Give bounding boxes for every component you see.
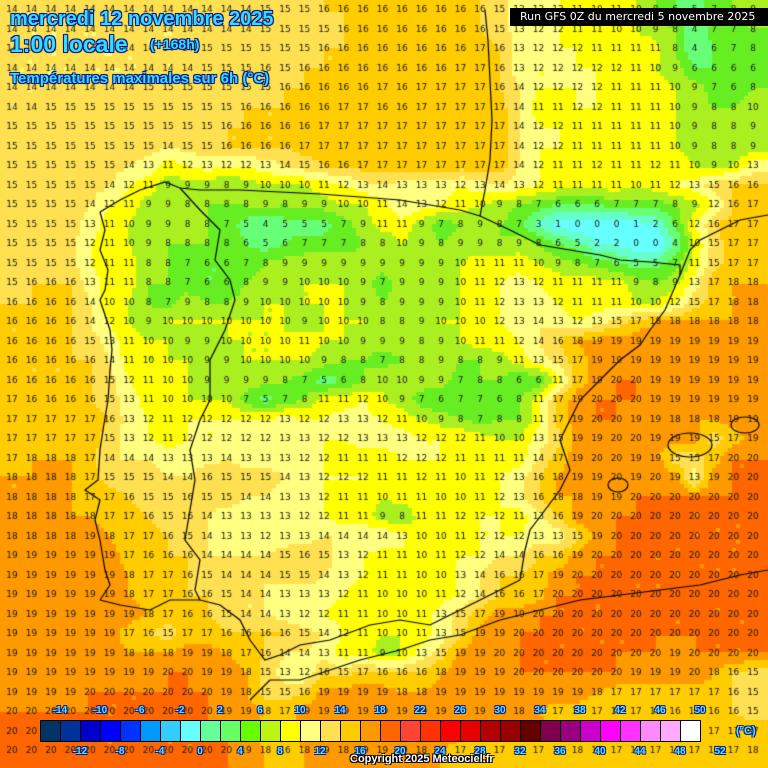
legend-swatch xyxy=(221,721,241,741)
legend-tick-label: 38 xyxy=(574,705,586,716)
legend-swatch xyxy=(261,721,281,741)
legend-tick-label: 26 xyxy=(454,705,466,716)
legend-tick-label: 24 xyxy=(434,746,446,757)
legend-tick-label: 16 xyxy=(354,746,366,757)
legend-tick-label: -12 xyxy=(72,746,88,757)
legend-swatch xyxy=(441,721,461,741)
legend-swatch xyxy=(321,721,341,741)
legend-swatch xyxy=(401,721,421,741)
legend-swatch xyxy=(481,721,501,741)
legend-swatch xyxy=(461,721,481,741)
legend-tick-label: 14 xyxy=(334,705,346,716)
legend-tick-label: 0 xyxy=(197,746,203,757)
legend-tick-label: 50 xyxy=(694,705,706,716)
legend-swatch xyxy=(681,721,700,741)
legend-tick-label: -10 xyxy=(92,705,108,716)
model-run-banner: Run GFS 0Z du mercredi 5 novembre 2025 xyxy=(510,8,768,26)
legend-swatch xyxy=(381,721,401,741)
legend-swatch xyxy=(421,721,441,741)
legend-swatch xyxy=(81,721,101,741)
legend-tick-label: -4 xyxy=(155,746,165,757)
legend-swatch xyxy=(121,721,141,741)
legend-tick-label: 46 xyxy=(654,705,666,716)
legend-tick-label: 18 xyxy=(374,705,386,716)
forecast-local-time: 1:00 locale xyxy=(10,31,128,57)
legend-tick-label: 12 xyxy=(314,746,326,757)
legend-swatch xyxy=(561,721,581,741)
legend-tick-label: 42 xyxy=(614,705,626,716)
legend-tick-label: 40 xyxy=(594,746,606,757)
legend-swatch xyxy=(141,721,161,741)
legend-swatch xyxy=(181,721,201,741)
legend-tick-label: 20 xyxy=(394,746,406,757)
legend-tick-label: 2 xyxy=(217,705,223,716)
legend-unit: (°C) xyxy=(736,725,756,737)
legend-swatch xyxy=(581,721,601,741)
forecast-date: mercredi 12 novembre 2025 xyxy=(10,8,274,30)
legend-tick-label: -2 xyxy=(175,705,185,716)
legend-tick-label: -6 xyxy=(135,705,145,716)
legend-swatch xyxy=(301,721,321,741)
legend-tick-label: -14 xyxy=(52,705,68,716)
legend-tick-label: 32 xyxy=(514,746,526,757)
legend-swatch xyxy=(621,721,641,741)
legend-tick-label: 34 xyxy=(534,705,546,716)
legend-swatch xyxy=(501,721,521,741)
legend-tick-label: 22 xyxy=(414,705,426,716)
legend-swatch xyxy=(541,721,561,741)
legend-swatch xyxy=(641,721,661,741)
legend-tick-label: 10 xyxy=(294,705,306,716)
legend-swatch xyxy=(241,721,261,741)
legend-swatch xyxy=(661,721,681,741)
legend-swatch xyxy=(201,721,221,741)
legend-tick-label: 28 xyxy=(474,746,486,757)
forecast-lead-time: (+168h) xyxy=(150,36,200,52)
legend-swatch xyxy=(101,721,121,741)
legend-tick-label: 48 xyxy=(674,746,686,757)
legend-tick-label: 8 xyxy=(277,746,283,757)
legend-tick-label: 36 xyxy=(554,746,566,757)
legend-tick-label: 44 xyxy=(634,746,646,757)
legend-swatch xyxy=(601,721,621,741)
legend-swatch xyxy=(521,721,541,741)
legend-tick-label: -8 xyxy=(115,746,125,757)
copyright-notice: Copyright 2025 Meteociel.fr xyxy=(350,753,494,765)
legend-tick-label: 30 xyxy=(494,705,506,716)
legend-swatch xyxy=(61,721,81,741)
legend-tick-label: 4 xyxy=(237,746,243,757)
legend-tick-label: 52 xyxy=(714,746,726,757)
legend-swatch xyxy=(161,721,181,741)
legend-tick-label: 6 xyxy=(257,705,263,716)
legend-swatch xyxy=(361,721,381,741)
color-scale-legend xyxy=(40,720,701,742)
legend-swatch xyxy=(41,721,61,741)
legend-swatch xyxy=(341,721,361,741)
forecast-variable: Températures maximales sur 6h (°C) xyxy=(10,70,270,87)
legend-swatch xyxy=(281,721,301,741)
